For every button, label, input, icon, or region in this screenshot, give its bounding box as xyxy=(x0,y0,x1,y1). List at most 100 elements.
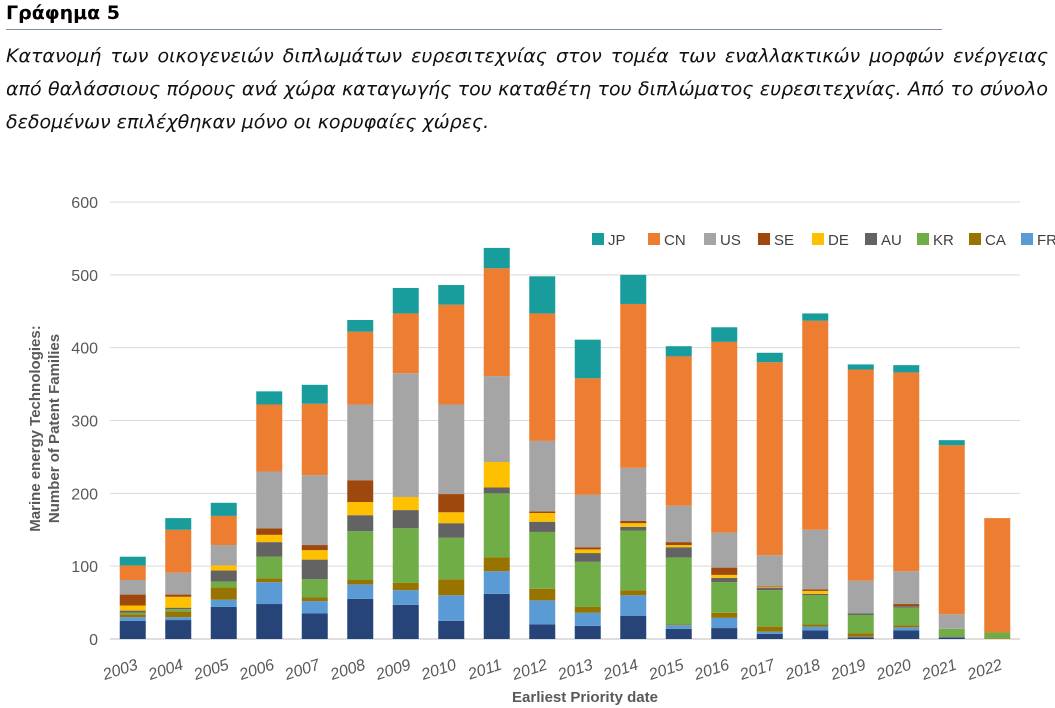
bar-segment-gb-2010 xyxy=(438,621,464,639)
bar-segment-kr-2022 xyxy=(984,632,1010,638)
legend-label-au: AU xyxy=(881,232,902,249)
bar-segment-us-2011 xyxy=(484,376,510,462)
bar-segment-fr-2016 xyxy=(711,618,737,628)
x-tick-label-2015: 2015 xyxy=(646,657,686,685)
x-tick-label-2022: 2022 xyxy=(964,657,1004,685)
bar-segment-au-2020 xyxy=(893,606,919,607)
bar-segment-cn-2005 xyxy=(211,516,237,545)
bar-segment-au-2016 xyxy=(711,578,737,582)
x-tick-label-2005: 2005 xyxy=(191,657,231,685)
bar-segment-kr-2021 xyxy=(939,629,965,636)
bar-segment-jp-2014 xyxy=(620,275,646,304)
bar-segment-ca-2010 xyxy=(438,579,464,595)
bar-segment-fr-2012 xyxy=(529,600,555,624)
bar-segment-gb-2017 xyxy=(757,634,783,639)
bar-segment-cn-2014 xyxy=(620,304,646,468)
bar-segment-gb-2014 xyxy=(620,616,646,639)
bar-segment-kr-2005 xyxy=(211,581,237,587)
x-tick-label-2004: 2004 xyxy=(145,657,185,685)
bar-segment-fr-2020 xyxy=(893,627,919,630)
bar-segment-gb-2004 xyxy=(165,620,191,639)
legend-label-de: DE xyxy=(828,232,849,249)
bar-segment-us-2020 xyxy=(893,571,919,604)
bar-segment-kr-2012 xyxy=(529,532,555,589)
bar-segment-ca-2008 xyxy=(347,580,373,584)
bar-segment-ca-2022 xyxy=(984,638,1010,639)
y-axis-title: Marine energy Technologies:Number of Pat… xyxy=(27,325,63,531)
bar-segment-jp-2007 xyxy=(302,385,328,404)
bar-segment-de-2009 xyxy=(393,497,419,510)
bar-segment-cn-2016 xyxy=(711,342,737,533)
bar-segment-us-2006 xyxy=(256,471,282,528)
x-tick-label-2017: 2017 xyxy=(737,656,778,684)
y-tick-label: 300 xyxy=(71,414,98,431)
bar-segment-de-2012 xyxy=(529,513,555,522)
legend-swatch-ca xyxy=(969,233,981,245)
bar-segment-kr-2017 xyxy=(757,590,783,626)
y-tick-label: 0 xyxy=(89,632,98,649)
bar-segment-se-2020 xyxy=(893,604,919,606)
bar-segment-us-2019 xyxy=(848,581,874,614)
x-tick-label-2008: 2008 xyxy=(327,657,367,685)
bar-segment-gb-2015 xyxy=(666,629,692,639)
legend: JPCNUSSEDEAUKRCAFRGB xyxy=(592,232,1055,249)
bar-segment-fr-2003 xyxy=(120,617,146,621)
bar-segment-gb-2013 xyxy=(575,626,601,639)
x-tick-label-2003: 2003 xyxy=(100,657,140,685)
legend-label-kr: KR xyxy=(933,232,954,249)
y-axis-title-line: Marine energy Technologies: xyxy=(27,325,44,531)
bar-segment-kr-2010 xyxy=(438,538,464,580)
bar-segment-cn-2020 xyxy=(893,372,919,571)
bar-segment-us-2018 xyxy=(802,530,828,590)
bar-segment-ca-2016 xyxy=(711,613,737,618)
bar-segment-fr-2014 xyxy=(620,595,646,615)
bar-segment-cn-2008 xyxy=(347,332,373,405)
bar-segment-cn-2003 xyxy=(120,565,146,580)
legend-label-se: SE xyxy=(774,232,794,249)
x-tick-label-2016: 2016 xyxy=(691,657,731,685)
bar-segment-ca-2006 xyxy=(256,579,282,583)
bar-segment-de-2008 xyxy=(347,502,373,515)
bar-segment-au-2004 xyxy=(165,608,191,609)
bar-segment-cn-2018 xyxy=(802,321,828,530)
bar-segment-se-2003 xyxy=(120,595,146,606)
gridlines xyxy=(110,202,1020,639)
bar-segment-au-2003 xyxy=(120,611,146,613)
x-tick-label-2014: 2014 xyxy=(600,657,640,685)
bar-segment-jp-2017 xyxy=(757,353,783,362)
legend-swatch-jp xyxy=(592,233,604,245)
bar-segment-ca-2018 xyxy=(802,624,828,626)
bar-segment-gb-2011 xyxy=(484,594,510,639)
bar-segment-au-2012 xyxy=(529,522,555,532)
x-tick-label-2019: 2019 xyxy=(828,657,868,685)
bar-segment-cn-2021 xyxy=(939,445,965,614)
bar-segment-gb-2018 xyxy=(802,630,828,639)
legend-swatch-us xyxy=(704,233,716,245)
bar-segment-us-2008 xyxy=(347,404,373,480)
bar-segment-jp-2021 xyxy=(939,440,965,445)
x-tick-label-2020: 2020 xyxy=(873,657,913,685)
bar-segment-jp-2018 xyxy=(802,313,828,320)
bar-segment-de-2004 xyxy=(165,597,191,608)
bar-segment-de-2014 xyxy=(620,523,646,527)
bar-segment-se-2013 xyxy=(575,547,601,549)
legend-swatch-au xyxy=(865,233,877,245)
bar-segment-ca-2013 xyxy=(575,607,601,613)
bar-segment-au-2017 xyxy=(757,588,783,590)
bar-segment-gb-2007 xyxy=(302,614,328,639)
y-axis-ticks: 0100200300400500600 xyxy=(71,195,98,649)
bar-segment-us-2005 xyxy=(211,545,237,565)
bar-segment-ca-2019 xyxy=(848,633,874,637)
bar-segment-se-2014 xyxy=(620,521,646,523)
bar-segment-us-2004 xyxy=(165,573,191,595)
bar-segment-fr-2015 xyxy=(666,625,692,629)
legend-label-ca: CA xyxy=(985,232,1006,249)
bar-segment-jp-2016 xyxy=(711,327,737,342)
bar-segment-jp-2012 xyxy=(529,276,555,313)
bar-segment-gb-2005 xyxy=(211,607,237,639)
bar-segment-ca-2005 xyxy=(211,587,237,599)
y-tick-label: 200 xyxy=(71,486,98,503)
bar-segment-kr-2003 xyxy=(120,613,146,614)
bar-segment-de-2016 xyxy=(711,575,737,578)
bar-segment-gb-2016 xyxy=(711,628,737,639)
